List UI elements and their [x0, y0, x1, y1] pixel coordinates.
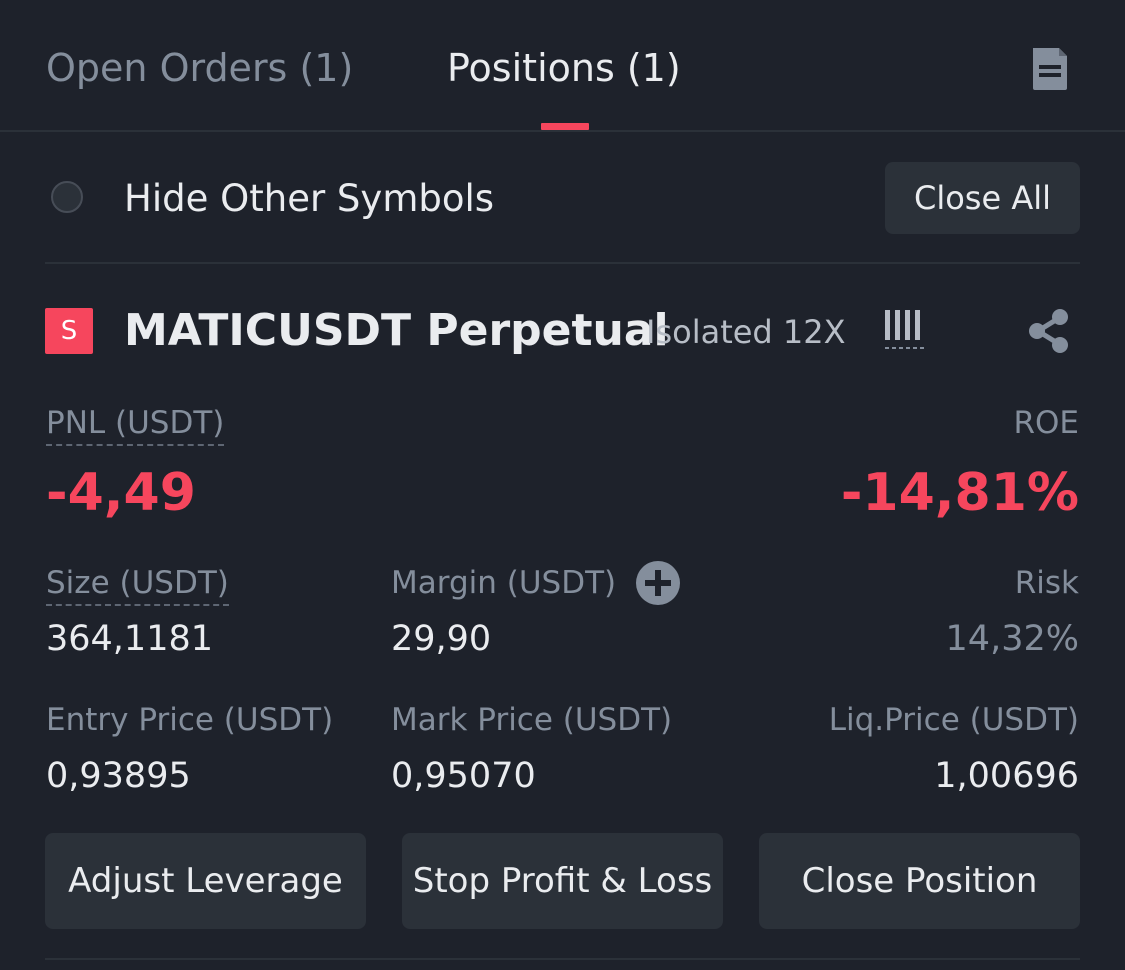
liq-price-value: 1,00696 [934, 756, 1079, 796]
risk-value: 14,32% [945, 619, 1079, 659]
stop-profit-loss-button[interactable]: Stop Profit & Loss [402, 833, 723, 929]
mark-price-label: Mark Price (USDT) [391, 702, 673, 738]
bottom-divider [45, 958, 1080, 960]
header-divider [0, 130, 1125, 132]
side-badge: S [45, 308, 93, 354]
risk-label: Risk [1014, 565, 1079, 601]
close-all-button[interactable]: Close All [885, 162, 1080, 234]
mark-price-value: 0,95070 [391, 756, 536, 796]
risk-bars-icon [885, 310, 925, 349]
pnl-value: -4,49 [46, 463, 196, 523]
close-position-button[interactable]: Close Position [759, 833, 1080, 929]
add-margin-icon[interactable] [635, 560, 681, 606]
tab-positions[interactable]: Positions (1) [447, 46, 681, 90]
size-value: 364,1181 [46, 619, 214, 659]
roe-value: -14,81% [840, 463, 1079, 523]
entry-price-value: 0,93895 [46, 756, 191, 796]
margin-value: 29,90 [391, 619, 492, 659]
share-icon[interactable] [1026, 308, 1072, 354]
margin-label: Margin (USDT) [391, 565, 617, 601]
hide-other-symbols-label[interactable]: Hide Other Symbols [124, 177, 495, 220]
roe-label: ROE [1013, 405, 1079, 441]
adjust-leverage-button[interactable]: Adjust Leverage [45, 833, 366, 929]
document-icon[interactable] [1031, 48, 1069, 90]
section-divider [45, 262, 1080, 264]
entry-price-label: Entry Price (USDT) [46, 702, 334, 738]
liq-price-label: Liq.Price (USDT) [828, 702, 1079, 738]
active-tab-indicator [541, 123, 589, 130]
size-label[interactable]: Size (USDT) [46, 563, 229, 606]
hide-other-symbols-radio[interactable] [51, 181, 83, 213]
tab-open-orders[interactable]: Open Orders (1) [46, 46, 354, 90]
symbol-title: MATICUSDT Perpetual [124, 305, 669, 356]
pnl-label[interactable]: PNL (USDT) [46, 403, 225, 446]
margin-mode-leverage: Isolated 12X [646, 313, 846, 351]
